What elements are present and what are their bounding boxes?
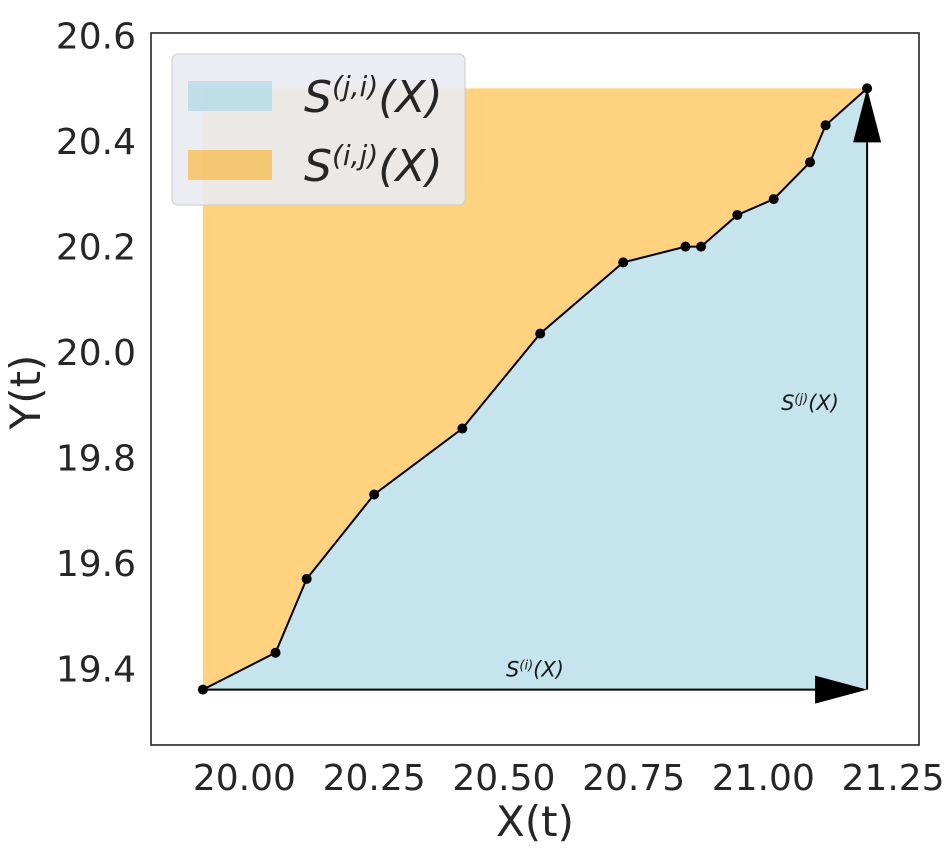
legend-label: S(j,i)(X) <box>304 70 443 123</box>
x-tick-label: 20.50 <box>452 758 555 799</box>
annotation-s-i: S(i)(X) <box>506 657 564 681</box>
area-s-ji <box>202 88 868 690</box>
annotations: S(i)(X) S(j)(X) <box>506 391 839 681</box>
x-tick-label: 20.75 <box>582 758 685 799</box>
path-line <box>197 83 873 695</box>
path-point <box>270 647 281 658</box>
x-tick-label: 21.25 <box>842 758 945 799</box>
annotation-s-j: S(j)(X) <box>781 391 839 415</box>
path-point <box>805 157 816 168</box>
path-point <box>457 423 468 434</box>
path-point <box>680 241 691 252</box>
y-tick-label: 20.0 <box>56 333 136 374</box>
y-tick-label: 19.8 <box>56 439 136 480</box>
y-tick-label: 19.4 <box>56 650 136 691</box>
legend-swatch <box>188 81 272 111</box>
arrows <box>202 88 882 704</box>
legend-swatch <box>188 150 272 180</box>
x-axis-label: X(t) <box>496 797 574 846</box>
path-point <box>535 328 546 339</box>
y-arrow-head <box>853 88 882 143</box>
areas <box>202 88 868 690</box>
path-point <box>696 241 707 252</box>
y-tick-label: 20.4 <box>56 122 136 163</box>
path-point <box>369 489 380 500</box>
path-polyline <box>202 87 868 691</box>
y-tick-label: 19.6 <box>56 544 136 585</box>
y-tick-label: 20.6 <box>56 17 136 58</box>
path-point <box>732 209 743 220</box>
y-tick-label: 20.2 <box>56 228 136 269</box>
y-axis-label: Y(t) <box>1 355 50 431</box>
path-point <box>768 194 779 205</box>
x-axis-ticks: 20.00 20.25 20.50 20.75 21.00 21.25 <box>193 758 945 799</box>
path-point <box>618 257 629 268</box>
path-point <box>197 684 208 695</box>
x-tick-label: 20.25 <box>323 758 426 799</box>
area-s-ij <box>202 88 868 690</box>
legend-label: S(i,j)(X) <box>304 139 443 192</box>
path-point <box>862 83 873 94</box>
x-tick-label: 21.00 <box>712 758 815 799</box>
legend: S(j,i)(X) S(i,j)(X) <box>171 53 466 206</box>
x-tick-label: 20.00 <box>193 758 296 799</box>
path-point <box>301 573 312 584</box>
x-arrow-head <box>815 675 868 704</box>
path-point <box>820 120 831 131</box>
plot-frame <box>150 32 920 746</box>
y-axis-ticks: 19.4 19.6 19.8 20.0 20.2 20.4 20.6 <box>56 17 136 691</box>
